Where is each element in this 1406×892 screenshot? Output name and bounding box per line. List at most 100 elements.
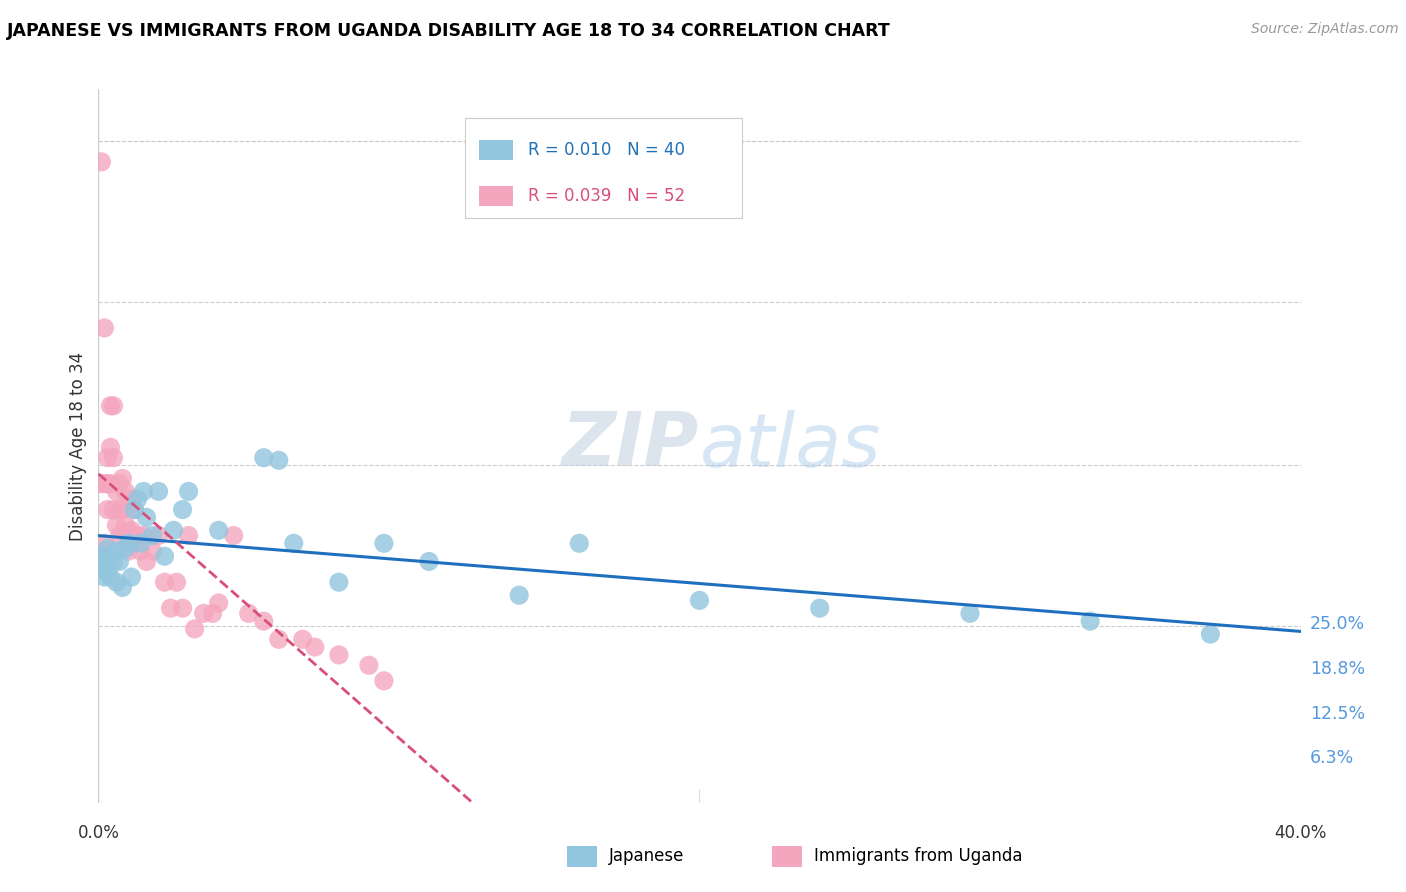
FancyBboxPatch shape: [479, 140, 513, 160]
Point: [201, 607, 224, 621]
Point: [114, 541, 136, 556]
Text: 0.0%: 0.0%: [77, 823, 120, 841]
Point: [148, 528, 170, 542]
Point: [108, 554, 131, 568]
Point: [103, 450, 125, 465]
Point: [105, 518, 128, 533]
Point: [117, 536, 139, 550]
Point: [172, 502, 194, 516]
FancyBboxPatch shape: [772, 846, 801, 867]
Point: [177, 528, 200, 542]
Point: [100, 549, 122, 564]
FancyBboxPatch shape: [465, 118, 741, 218]
Point: [105, 484, 128, 499]
Point: [90, 154, 112, 169]
Point: [127, 492, 149, 507]
Point: [90, 476, 112, 491]
Point: [90, 549, 112, 564]
Point: [328, 648, 350, 662]
Point: [418, 554, 440, 568]
Point: [208, 524, 231, 538]
Point: [96, 565, 118, 579]
Point: [166, 575, 188, 590]
Point: [114, 484, 136, 499]
Point: [124, 502, 146, 516]
Text: 25.0%: 25.0%: [1310, 615, 1365, 633]
Text: ZIP: ZIP: [562, 409, 699, 483]
Point: [103, 554, 125, 568]
Text: Immigrants from Uganda: Immigrants from Uganda: [814, 847, 1022, 865]
Point: [959, 607, 981, 621]
Text: JAPANESE VS IMMIGRANTS FROM UGANDA DISABILITY AGE 18 TO 34 CORRELATION CHART: JAPANESE VS IMMIGRANTS FROM UGANDA DISAB…: [7, 22, 891, 40]
Point: [93, 570, 115, 584]
Point: [93, 554, 115, 568]
Text: R = 0.010   N = 40: R = 0.010 N = 40: [527, 141, 685, 159]
Point: [141, 544, 163, 558]
Point: [183, 622, 205, 636]
Point: [100, 570, 122, 584]
Point: [96, 476, 118, 491]
Point: [222, 528, 245, 542]
Point: [159, 601, 181, 615]
Point: [96, 450, 118, 465]
Text: 6.3%: 6.3%: [1310, 749, 1354, 767]
Point: [114, 518, 136, 533]
Point: [121, 524, 143, 538]
Point: [103, 399, 125, 413]
Point: [688, 593, 710, 607]
Text: Source: ZipAtlas.com: Source: ZipAtlas.com: [1251, 22, 1399, 37]
Point: [177, 484, 200, 499]
Point: [141, 528, 163, 542]
Point: [117, 528, 139, 542]
Point: [238, 607, 260, 621]
Point: [568, 536, 591, 550]
Point: [1199, 627, 1222, 641]
Point: [253, 450, 276, 465]
Point: [93, 476, 115, 491]
Point: [96, 502, 118, 516]
Point: [135, 510, 157, 524]
Point: [373, 673, 395, 688]
FancyBboxPatch shape: [567, 846, 598, 867]
Point: [208, 596, 231, 610]
Point: [357, 658, 380, 673]
Point: [132, 484, 155, 499]
Y-axis label: Disability Age 18 to 34: Disability Age 18 to 34: [69, 351, 87, 541]
Point: [148, 484, 170, 499]
Point: [135, 554, 157, 568]
Point: [105, 544, 128, 558]
Point: [508, 588, 530, 602]
Point: [291, 632, 314, 647]
Text: Japanese: Japanese: [609, 847, 685, 865]
Point: [129, 536, 152, 550]
FancyBboxPatch shape: [479, 186, 513, 206]
Point: [373, 536, 395, 550]
Point: [132, 528, 155, 542]
Point: [124, 502, 146, 516]
Point: [808, 601, 831, 615]
Point: [100, 440, 122, 454]
Point: [129, 544, 152, 558]
Text: R = 0.039   N = 52: R = 0.039 N = 52: [527, 186, 685, 204]
Point: [105, 575, 128, 590]
Point: [100, 476, 122, 491]
Point: [172, 601, 194, 615]
Point: [111, 471, 134, 485]
Point: [117, 544, 139, 558]
Point: [108, 502, 131, 516]
Point: [267, 453, 290, 467]
Point: [328, 575, 350, 590]
Point: [111, 502, 134, 516]
Text: 18.8%: 18.8%: [1310, 660, 1365, 678]
Point: [121, 570, 143, 584]
Point: [253, 614, 276, 628]
Point: [267, 632, 290, 647]
Point: [100, 399, 122, 413]
Point: [108, 476, 131, 491]
Point: [153, 549, 176, 564]
Point: [304, 640, 326, 654]
Point: [153, 575, 176, 590]
Point: [108, 528, 131, 542]
Point: [283, 536, 305, 550]
Point: [1078, 614, 1101, 628]
